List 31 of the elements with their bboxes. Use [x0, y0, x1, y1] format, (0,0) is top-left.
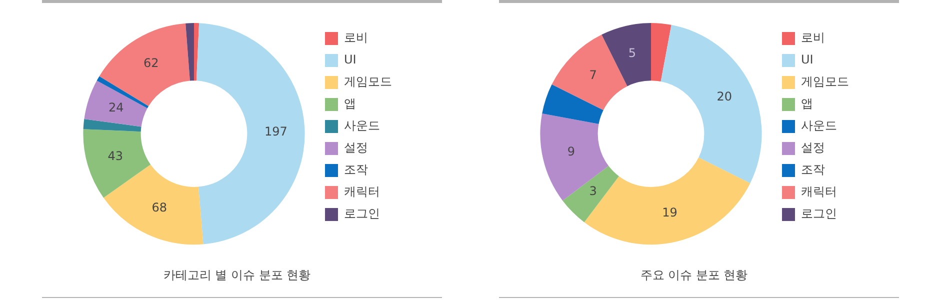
- data-label: 19: [662, 206, 678, 220]
- legend-label: 로그인: [344, 206, 380, 221]
- legend-label: 게임모드: [344, 74, 392, 89]
- data-label: 3: [589, 184, 597, 198]
- legend-label: 설정: [801, 140, 825, 155]
- legend-label: 로비: [801, 30, 825, 45]
- data-label: 20: [716, 89, 732, 104]
- data-label: 62: [143, 56, 159, 70]
- legend-label: UI: [801, 52, 814, 67]
- legend-label: 로비: [344, 30, 368, 45]
- legend-label: 사운드: [801, 118, 837, 133]
- legend-label: 캐릭터: [344, 184, 380, 199]
- data-label: 68: [152, 200, 168, 214]
- data-label: 7: [589, 68, 597, 82]
- legend-label: 조작: [801, 162, 825, 177]
- text: 주요 이슈 분포 현황: [640, 268, 748, 282]
- legend-label: 조작: [344, 162, 368, 177]
- data-label: 43: [108, 149, 123, 164]
- legend-label: 로그인: [801, 206, 837, 221]
- text: 카테고리 별 이슈 분포 현황: [163, 268, 311, 282]
- legend-label: 사운드: [344, 118, 380, 133]
- data-label: 5: [628, 46, 636, 60]
- legend-label: 앱: [344, 96, 356, 111]
- legend-label: 게임모드: [801, 74, 849, 89]
- legend-label: UI: [344, 52, 356, 67]
- data-label: 197: [264, 124, 288, 138]
- data-label: 24: [108, 100, 124, 114]
- data-label: 9: [567, 144, 576, 159]
- legend-label: 앱: [801, 96, 813, 111]
- legend-label: 설정: [344, 140, 368, 155]
- legend-label: 캐릭터: [801, 184, 837, 199]
